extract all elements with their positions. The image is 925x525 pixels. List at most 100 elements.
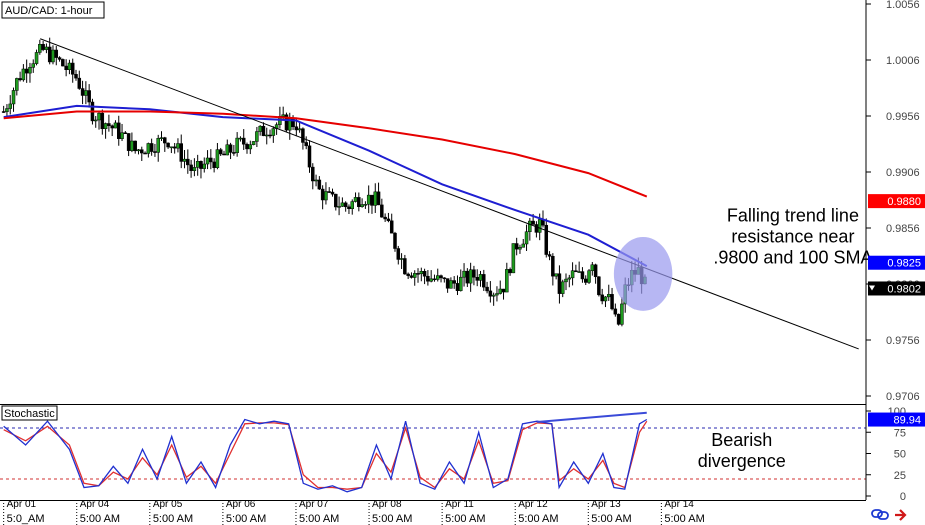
candle-body: [123, 132, 128, 134]
candle-body: [18, 78, 22, 81]
time-tick-label: 5:00 AM: [226, 513, 266, 525]
highlight-circle: [613, 236, 673, 311]
candle-body: [93, 119, 98, 122]
candle-body: [5, 108, 9, 112]
price-pane: 1.00561.00060.99560.99060.98560.98060.97…: [1, 0, 925, 403]
annotation-text: Falling trend line: [727, 205, 859, 225]
candle-body: [107, 123, 111, 126]
candle-body: [389, 220, 394, 234]
candle-body: [462, 270, 466, 278]
price-tick-label: 0.9956: [886, 111, 920, 123]
sma-line: [3, 104, 648, 267]
candle-body: [238, 137, 243, 140]
candle-body: [264, 134, 269, 137]
candle-body: [301, 128, 305, 143]
candle-body: [432, 278, 437, 281]
candle-body: [209, 157, 213, 163]
date-tick-label: Apr 06: [226, 499, 256, 510]
candle-body: [41, 44, 45, 50]
candle-body: [64, 65, 68, 70]
candle-body: [442, 277, 447, 280]
candle-body: [212, 161, 216, 168]
candle-body: [241, 137, 246, 145]
candle-body: [153, 151, 157, 153]
candle-body: [182, 158, 187, 162]
candle-body: [337, 206, 341, 208]
candle-body: [383, 216, 387, 220]
candle-body: [597, 276, 601, 296]
candle-body: [54, 49, 59, 58]
candle-body: [445, 278, 450, 289]
stochastic-title-box: [1, 405, 58, 421]
candle-body: [551, 256, 555, 277]
candle-body: [255, 131, 259, 142]
stochastic-tick-label: 50: [894, 449, 906, 461]
candle-body: [8, 103, 12, 109]
candle-body: [281, 114, 285, 117]
arrow-right-icon[interactable]: [895, 509, 907, 521]
candle-body: [117, 122, 121, 139]
link-icon[interactable]: [871, 509, 889, 520]
candle-body: [554, 273, 558, 277]
candle-body: [163, 137, 167, 144]
candle-body: [235, 137, 239, 153]
candle-body: [324, 191, 328, 201]
candle-body: [1, 111, 6, 113]
candle-body: [537, 219, 542, 233]
stochastic-marker-label: 89.94: [893, 415, 921, 427]
date-tick-label: Apr 13: [591, 499, 621, 510]
candle-body: [15, 78, 19, 91]
date-tick-label: Apr 12: [518, 499, 548, 510]
candle-body: [482, 274, 486, 288]
candle-body: [327, 191, 331, 193]
candle-body: [80, 88, 85, 96]
candle-body: [613, 308, 618, 315]
candle-body: [215, 149, 220, 168]
stochastic-title: Stochastic: [4, 408, 55, 420]
candle-body: [452, 280, 456, 284]
candle-body: [202, 163, 207, 169]
candle-body: [31, 63, 36, 68]
candle-body: [557, 273, 562, 294]
candle-body: [583, 278, 588, 283]
time-axis: Apr 01 5:0_AM Apr 04 5:00 AM Apr 05 5:00 AM Ap…: [3, 499, 705, 525]
price-marker-label: 0.9802: [887, 283, 921, 295]
candle-body: [505, 269, 509, 293]
candle-body: [186, 158, 190, 166]
time-tick-label: 5:00 AM: [299, 513, 339, 525]
candle-body: [403, 258, 407, 275]
candle-body: [136, 149, 141, 152]
candle-body: [603, 296, 608, 302]
candle-body: [574, 270, 578, 272]
stochastic-line: [3, 418, 648, 493]
candle-body: [87, 90, 91, 103]
candle-body: [468, 269, 473, 284]
candle-body: [620, 303, 624, 325]
candle-body: [130, 140, 134, 151]
candle-body: [169, 146, 174, 149]
candle-body: [488, 290, 493, 297]
candle-body: [501, 288, 506, 293]
divergence-annotation-text: divergence: [698, 451, 786, 471]
candle-body: [172, 146, 177, 149]
candle-body: [422, 271, 427, 277]
time-tick-label: 5:00 AM: [591, 513, 631, 525]
sma-line: [3, 110, 648, 198]
candle-body: [34, 52, 39, 64]
candle-body: [268, 134, 272, 137]
candle-body: [406, 273, 410, 276]
candle-body: [84, 90, 88, 96]
candle-body: [360, 204, 364, 207]
price-marker: [868, 255, 925, 270]
candle-body: [199, 161, 203, 169]
candle-body: [616, 313, 621, 325]
candle-body: [370, 194, 374, 206]
candle-body: [47, 46, 52, 63]
candle-body: [314, 179, 318, 182]
candle-body: [399, 258, 404, 260]
candle-body: [439, 275, 443, 279]
candle-body: [133, 140, 137, 152]
price-tick-label: 0.9856: [886, 223, 920, 235]
candle-body: [176, 143, 180, 149]
price-marker-label: 0.9880: [887, 196, 921, 208]
